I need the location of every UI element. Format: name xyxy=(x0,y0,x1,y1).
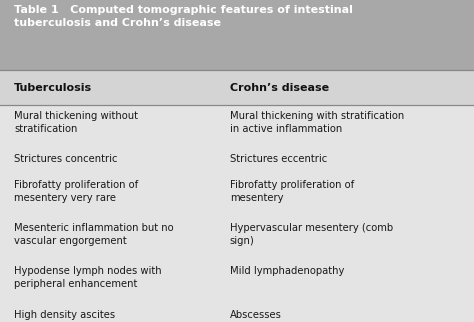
Text: Mural thickening with stratification
in active inflammation: Mural thickening with stratification in … xyxy=(230,111,404,134)
Bar xyxy=(0,70,474,105)
Text: High density ascites: High density ascites xyxy=(14,310,115,320)
Text: Strictures eccentric: Strictures eccentric xyxy=(230,154,327,164)
Text: Mild lymphadenopathy: Mild lymphadenopathy xyxy=(230,267,344,277)
Text: Table 1   Computed tomographic features of intestinal
tuberculosis and Crohn’s d: Table 1 Computed tomographic features of… xyxy=(14,5,353,28)
Text: Tuberculosis: Tuberculosis xyxy=(14,82,92,93)
Text: Fibrofatty proliferation of
mesentery: Fibrofatty proliferation of mesentery xyxy=(230,180,354,203)
Text: Hypodense lymph nodes with
peripheral enhancement: Hypodense lymph nodes with peripheral en… xyxy=(14,267,162,289)
Bar xyxy=(0,0,474,70)
Text: Hypervascular mesentery (comb
sign): Hypervascular mesentery (comb sign) xyxy=(230,223,393,246)
Text: Fibrofatty proliferation of
mesentery very rare: Fibrofatty proliferation of mesentery ve… xyxy=(14,180,138,203)
Text: Abscesses: Abscesses xyxy=(230,310,282,320)
Bar xyxy=(0,105,474,322)
Text: Strictures concentric: Strictures concentric xyxy=(14,154,118,164)
Text: Mesenteric inflammation but no
vascular engorgement: Mesenteric inflammation but no vascular … xyxy=(14,223,174,246)
Text: Crohn’s disease: Crohn’s disease xyxy=(230,82,329,93)
Text: Mural thickening without
stratification: Mural thickening without stratification xyxy=(14,111,138,134)
